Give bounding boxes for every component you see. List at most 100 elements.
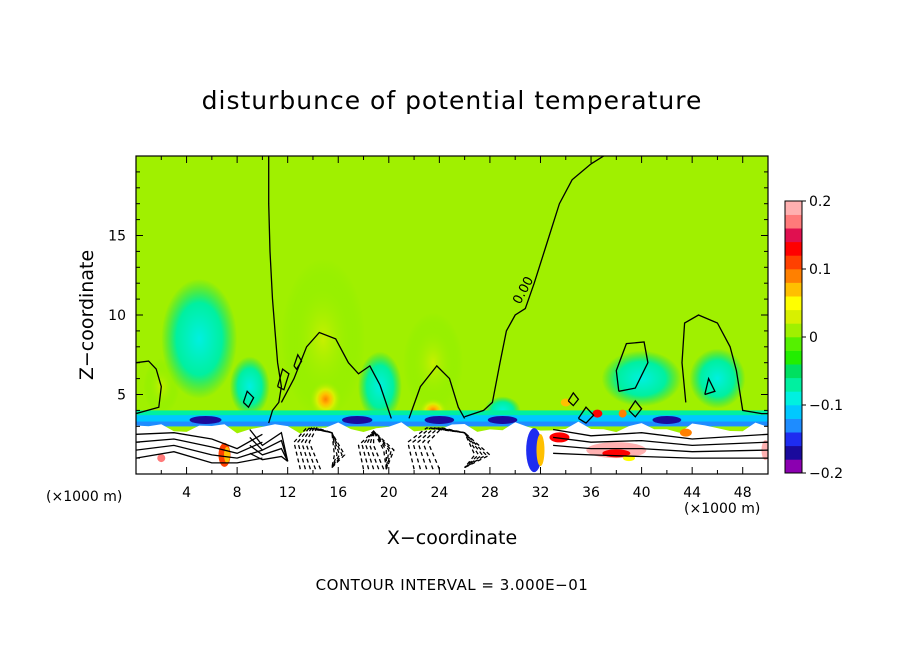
colorbar-swatch <box>785 269 802 283</box>
contour-dashed <box>417 427 484 470</box>
temperature-field <box>136 156 768 474</box>
contour-closed <box>276 368 290 391</box>
field-anomaly <box>689 348 746 409</box>
contour-dashed <box>304 427 338 470</box>
contour-closed <box>577 406 595 424</box>
colorbar-tick-label: −0.2 <box>809 466 843 482</box>
y-tick-label: 5 <box>117 388 126 404</box>
colorbar-swatch <box>785 459 802 474</box>
field-patch <box>536 434 545 467</box>
y-axis-ticks: 5 10 15 <box>108 171 768 459</box>
colorbar-swatch <box>785 214 802 229</box>
x-tick-label: 36 <box>582 485 600 501</box>
contour-closed <box>628 399 643 418</box>
cold-pocket <box>487 415 518 424</box>
contour-dashed <box>369 429 387 470</box>
cool-layer <box>136 421 768 427</box>
contour-line <box>249 444 289 462</box>
contour-lines <box>136 156 768 470</box>
colorbar-swatch <box>785 364 802 379</box>
x-tick-label: 8 <box>233 485 242 501</box>
contour-dashed <box>300 427 341 470</box>
colorbar-swatch <box>785 309 802 324</box>
x-tick-label: 16 <box>329 485 347 501</box>
contour-closed <box>681 314 768 415</box>
contour-line <box>136 432 263 450</box>
field-anomaly <box>161 278 238 399</box>
contour-closed <box>615 341 649 392</box>
cold-pocket <box>652 415 682 424</box>
x-tick-label: 24 <box>430 485 448 501</box>
field-patch <box>549 432 570 443</box>
contour-closed <box>242 390 255 409</box>
warm-core <box>309 381 342 418</box>
x-axis-unit-left: (×1000 m) <box>46 489 123 505</box>
field-patch <box>679 428 692 437</box>
x-tick-label: 12 <box>279 485 297 501</box>
x-tick-label: 40 <box>633 485 651 501</box>
contour-dashed <box>361 430 393 470</box>
x-axis-label: X−coordinate <box>386 527 518 549</box>
contour-interval-note: CONTOUR INTERVAL = 3.000E−01 <box>315 576 589 594</box>
contour-closed <box>567 391 580 407</box>
colorbar-swatch <box>785 228 802 243</box>
contour-line <box>553 436 768 447</box>
x-tick-label: 20 <box>380 485 398 501</box>
y-tick-label: 15 <box>108 229 126 245</box>
contour-line <box>249 436 289 462</box>
field-anomaly <box>281 258 366 419</box>
contour-dashed <box>297 427 343 470</box>
cold-pocket <box>189 415 222 424</box>
contour-dashed <box>365 429 390 470</box>
contour-line <box>136 444 263 459</box>
colorbar-swatch <box>785 282 802 297</box>
contour-line <box>249 452 289 462</box>
colorbar-swatch <box>785 445 802 460</box>
contour-zero-right <box>464 156 605 418</box>
colorbar-swatch <box>785 241 802 256</box>
colorbar-swatch <box>785 432 802 447</box>
x-tick-label: 28 <box>481 485 499 501</box>
x-tick-label: 4 <box>182 485 191 501</box>
colorbar-swatch <box>785 377 802 392</box>
x-tick-label: 44 <box>683 485 701 501</box>
chart-title: disturbunce of potential temperature <box>201 86 703 115</box>
contour-closed <box>704 376 716 396</box>
field-patch <box>618 409 627 418</box>
contour-dashed <box>372 430 387 470</box>
x-axis-unit-right: (×1000 m) <box>684 501 761 517</box>
colorbar-tick-label: 0.2 <box>809 194 831 210</box>
x-axis-ticks: 4 8 12 16 20 24 28 32 36 40 44 48 <box>160 156 752 501</box>
contour-zero-left <box>268 156 283 424</box>
colorbar-swatch <box>785 418 802 433</box>
colorbar-swatch <box>785 323 802 338</box>
contour-line <box>136 451 263 464</box>
colorbar-tick-label: 0 <box>809 330 818 346</box>
cold-pocket <box>342 415 373 424</box>
colorbar-swatch <box>785 391 802 406</box>
colorbar-tick-label: 0.1 <box>809 262 831 278</box>
contour-zero <box>136 360 162 415</box>
field-anomaly <box>601 350 682 407</box>
contour-dashed <box>412 427 488 470</box>
cold-pocket <box>424 415 455 424</box>
colorbar: 0.2 0.1 0 −0.1 −0.2 <box>784 194 843 482</box>
field-anomaly <box>229 356 270 417</box>
field-patch <box>592 409 603 418</box>
colorbar-swatch <box>785 296 802 311</box>
contour-line <box>553 452 768 459</box>
colorbar-swatch <box>785 405 802 419</box>
contour-zero <box>408 364 466 419</box>
colorbar-swatch <box>785 350 802 365</box>
contour-dashed <box>427 427 476 470</box>
contour-closed <box>293 353 303 371</box>
contour-line <box>249 429 289 462</box>
contour-line <box>552 428 768 440</box>
contour-line <box>553 444 768 453</box>
x-tick-label: 48 <box>734 485 752 501</box>
y-tick-label: 10 <box>108 308 126 324</box>
contour-dashed <box>308 427 336 470</box>
colorbar-swatch <box>785 337 802 351</box>
colorbar-tick-label: −0.1 <box>809 398 843 414</box>
